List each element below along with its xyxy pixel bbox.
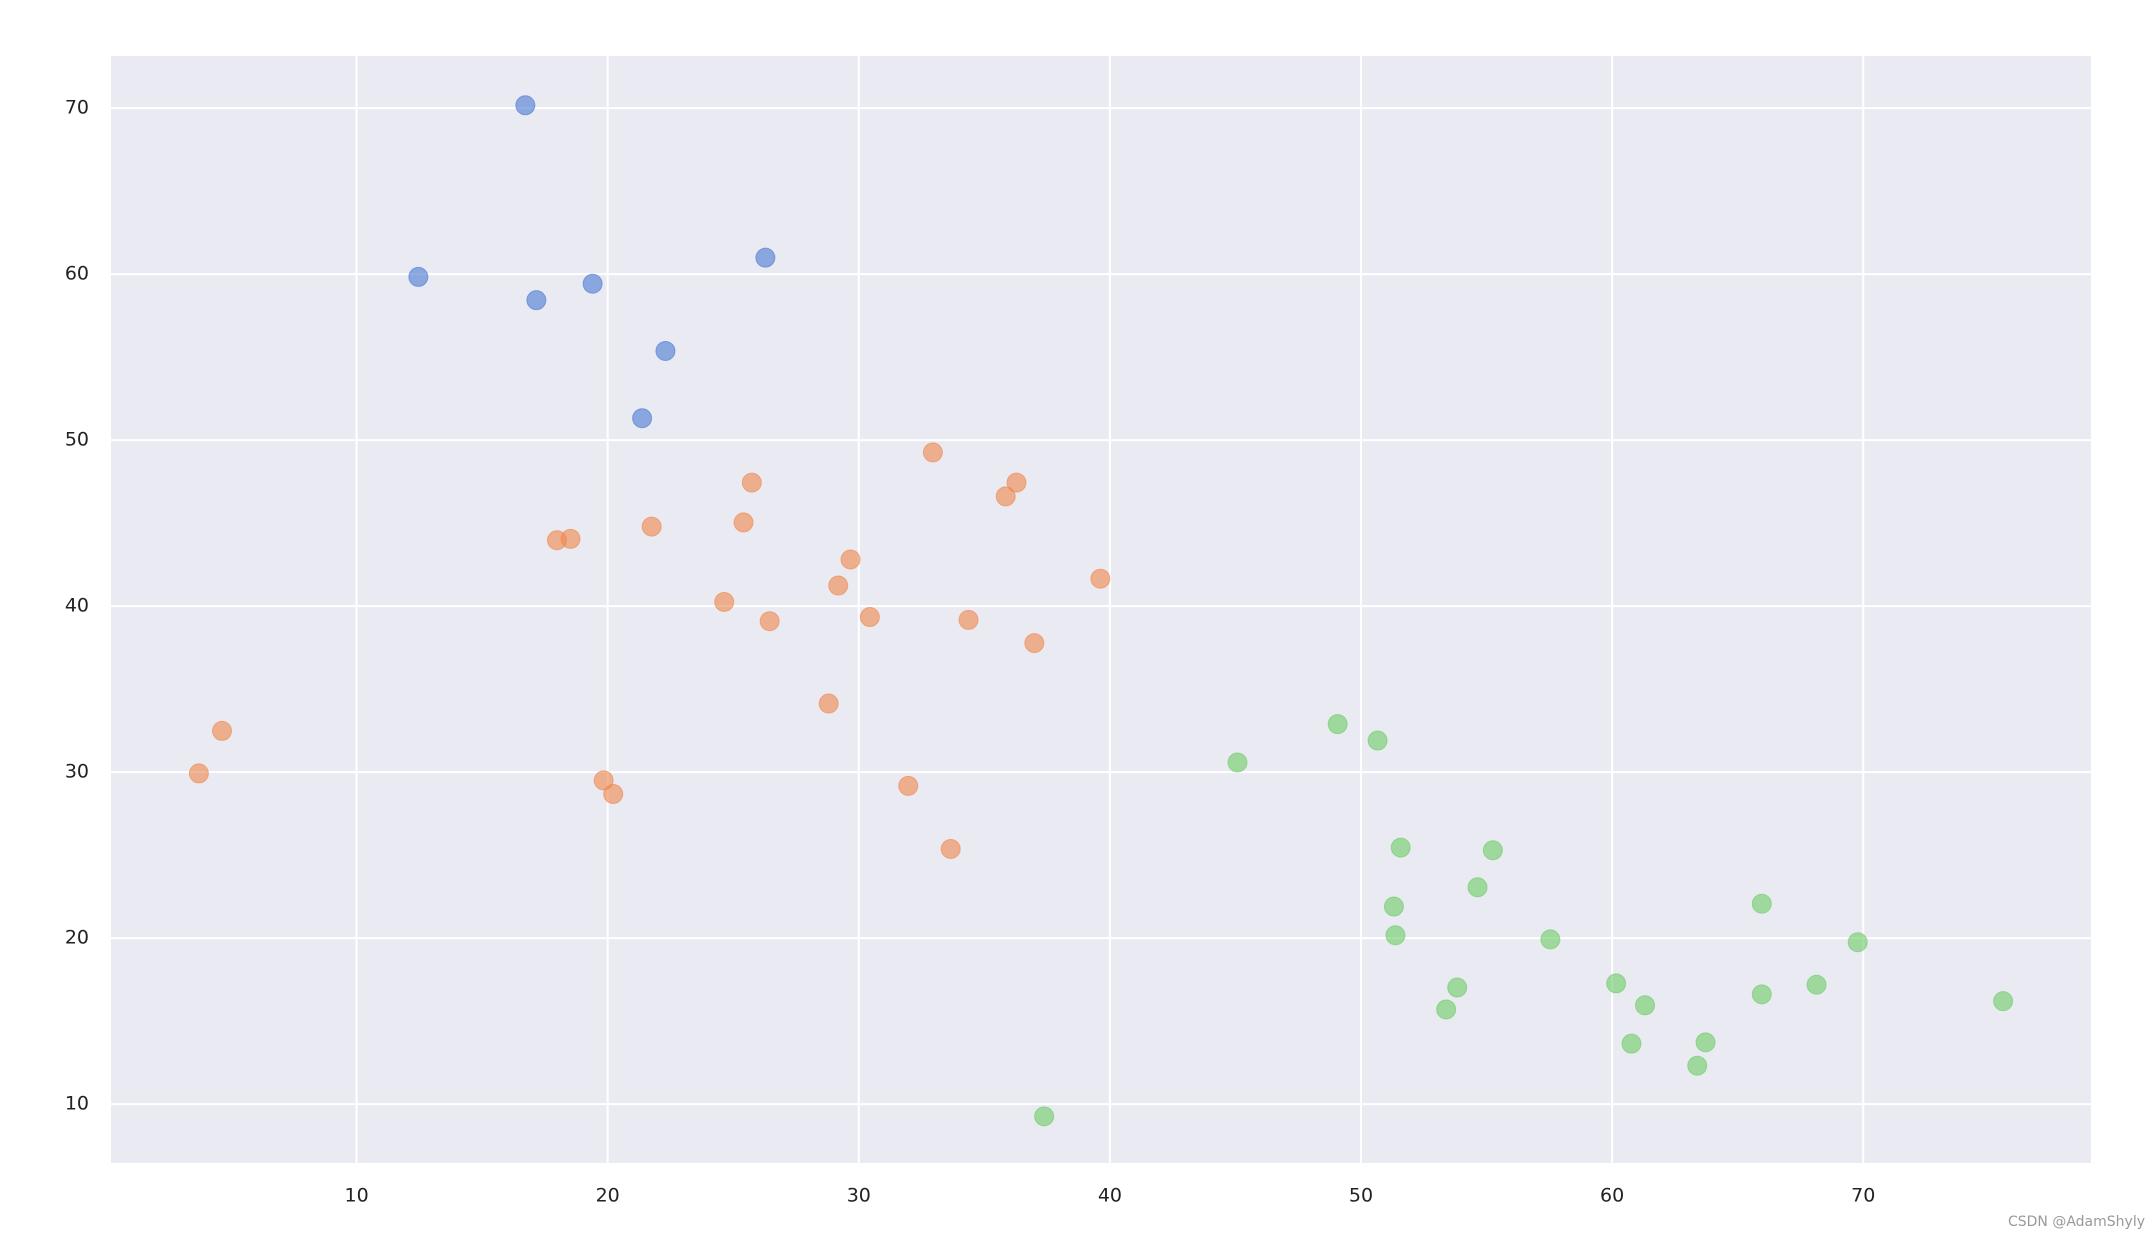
point [560,528,581,549]
point [1390,837,1411,858]
point [940,838,961,859]
point [655,340,676,361]
point [1606,973,1627,994]
point [818,693,839,714]
point [515,95,536,116]
point [593,770,614,791]
point [1687,1055,1708,1076]
point [995,486,1016,507]
point [1847,932,1868,953]
point [1034,1106,1055,1127]
point [828,575,849,596]
point [1383,896,1404,917]
y-tick-label: 70 [65,97,89,119]
point [1024,633,1045,654]
point [958,609,979,630]
point [1090,568,1111,589]
x-tick-label: 40 [1098,1185,1122,1207]
x-tick-label: 30 [847,1185,871,1207]
point [759,611,780,632]
point [1695,1032,1716,1053]
watermark: CSDN @AdamShyly [2008,1214,2145,1230]
point [1482,840,1503,861]
point [408,266,429,287]
point [188,763,209,784]
point [1436,999,1457,1020]
point [1367,730,1388,751]
x-tick-label: 60 [1600,1185,1624,1207]
point [1806,974,1827,995]
y-tick-label: 30 [65,761,89,783]
point [1993,991,2014,1012]
point [1447,977,1468,998]
point [211,720,232,741]
x-tick-label: 50 [1349,1185,1373,1207]
point [714,591,735,612]
x-tick-label: 70 [1851,1185,1875,1207]
x-tick-label: 20 [596,1185,620,1207]
point [1006,472,1027,493]
point [1635,995,1656,1016]
point [741,472,762,493]
point [755,247,776,268]
point [1621,1033,1642,1054]
y-tick-label: 10 [65,1093,89,1115]
y-tick-label: 60 [65,263,89,285]
point [922,442,943,463]
point [582,273,603,294]
point [1327,714,1348,735]
point [526,290,547,311]
point [1385,925,1406,946]
point [898,775,919,796]
point [641,516,662,537]
point [603,784,624,804]
point [1751,984,1772,1005]
point [632,408,653,429]
y-tick-label: 20 [65,927,89,949]
x-tick-label: 10 [344,1185,368,1207]
y-tick-label: 50 [65,429,89,451]
point [733,512,754,533]
point [1540,929,1561,950]
point [1751,893,1772,914]
point [859,607,880,628]
point [1467,877,1488,898]
point [840,549,861,570]
y-tick-label: 40 [65,595,89,617]
point [1227,752,1248,773]
plot-area [111,56,2091,1163]
